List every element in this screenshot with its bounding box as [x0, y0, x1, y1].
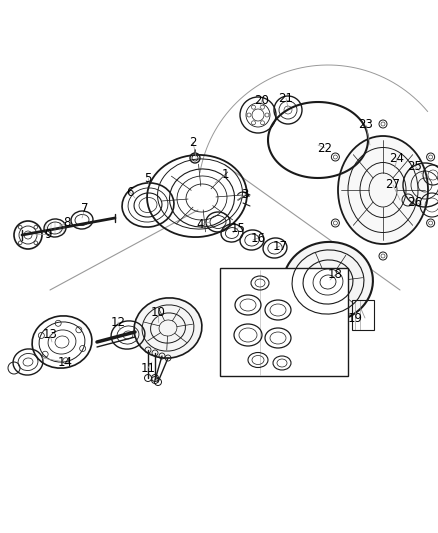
Text: 1: 1 [221, 168, 229, 182]
Text: 20: 20 [254, 93, 269, 107]
Ellipse shape [338, 136, 428, 244]
Text: 3: 3 [241, 189, 249, 201]
Text: 10: 10 [151, 305, 166, 319]
Text: 23: 23 [359, 118, 374, 132]
Text: 2: 2 [189, 135, 197, 149]
Text: 13: 13 [42, 328, 57, 342]
Text: 24: 24 [389, 151, 405, 165]
Text: 15: 15 [230, 222, 245, 235]
Text: 8: 8 [64, 215, 71, 229]
Text: 17: 17 [272, 239, 287, 253]
Text: 22: 22 [318, 141, 332, 155]
Text: 16: 16 [251, 231, 265, 245]
Text: 26: 26 [407, 196, 423, 208]
Text: 5: 5 [144, 172, 152, 184]
Text: 27: 27 [385, 179, 400, 191]
Text: 9: 9 [44, 228, 52, 240]
Text: 7: 7 [81, 201, 89, 214]
Text: 21: 21 [279, 92, 293, 104]
Text: 19: 19 [347, 311, 363, 325]
Text: 11: 11 [141, 361, 155, 375]
Bar [352, 300, 374, 330]
Bar [220, 268, 348, 376]
Text: 18: 18 [328, 269, 343, 281]
Ellipse shape [134, 298, 202, 358]
Ellipse shape [283, 242, 373, 322]
Text: 14: 14 [57, 356, 73, 368]
Text: 12: 12 [110, 316, 126, 328]
Text: 25: 25 [408, 159, 422, 173]
Text: 6: 6 [126, 185, 134, 198]
Text: 4: 4 [196, 219, 204, 231]
